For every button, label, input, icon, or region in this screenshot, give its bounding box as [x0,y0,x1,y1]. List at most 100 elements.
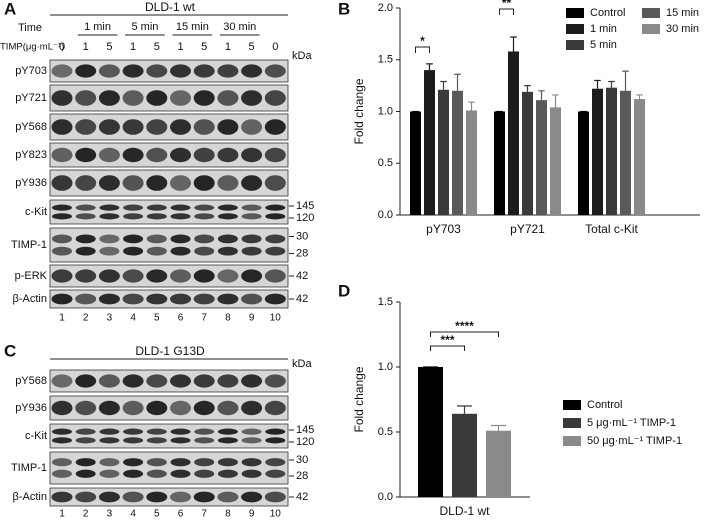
band [193,269,215,283]
band [264,90,286,106]
y-axis-label: Fold change [352,366,366,432]
band [217,400,239,416]
band [170,175,191,191]
panel-label: A [4,0,16,18]
band [217,204,238,211]
band [146,491,168,503]
panel-title: DLD-1 wt [145,0,196,14]
band [122,64,144,78]
x-tick-label: DLD-1 wt [439,504,490,518]
band [123,204,144,211]
band [194,469,215,478]
lane-number: 2 [83,509,89,520]
band [194,458,215,467]
row-label: p-ERK [15,270,48,282]
panel-label: B [338,0,350,18]
band [217,246,238,256]
dose: 1 [177,41,183,53]
band [99,428,120,435]
band [170,213,191,220]
band [265,213,286,220]
row-label: pY936 [15,402,47,414]
legend-swatch [642,24,660,34]
time-group: 15 min [176,21,209,33]
band [217,213,238,220]
band [122,147,144,163]
band [265,437,286,444]
band [265,469,286,478]
blot [49,451,289,485]
band [75,491,97,503]
dose: 5 [106,41,112,53]
band [170,119,191,135]
lane-number: 5 [154,509,160,520]
band [98,269,120,283]
bar [424,70,435,215]
error-bar [524,85,531,92]
dose: 5 [201,41,207,53]
y-tick-label: 0.5 [378,157,393,169]
band [241,469,262,478]
x-tick-label: pY721 [510,222,545,236]
band [264,374,286,388]
band [170,90,191,106]
band [170,458,191,467]
significance-bracket [430,331,499,337]
y-tick-label: 0.5 [378,426,393,438]
lane-number: 1 [59,313,65,324]
band [170,147,191,163]
band [241,293,263,305]
band [193,147,215,163]
band [75,374,97,388]
band [146,469,167,478]
band [217,458,238,467]
band [241,119,263,135]
lane-number: 5 [154,313,160,324]
marker: 28 [296,470,308,482]
band [241,147,263,163]
band [99,204,120,211]
bar [410,111,421,215]
band [241,246,262,256]
legend-swatch [566,24,584,34]
dose: 1 [83,41,89,53]
dose: 0 [272,41,278,53]
row-label: β-Actin [13,491,47,503]
band [99,246,120,256]
band [98,147,120,163]
bar [578,111,589,215]
band [194,428,215,435]
significance: **** [455,319,474,333]
error-bar [440,80,447,90]
band [241,213,262,220]
significance: ** [502,0,512,10]
band [264,491,286,503]
band [170,64,191,78]
legend-label: Control [590,7,625,19]
band [146,175,168,191]
band [241,400,263,416]
band [264,64,286,78]
band [217,269,239,283]
lane-number: 4 [130,509,136,520]
band [75,458,96,467]
band [146,213,167,220]
lane-number: 3 [107,313,113,324]
bar [466,110,477,215]
legend-label: 5 min [590,39,617,51]
band [264,175,286,191]
band [146,293,168,305]
lane-number: 6 [178,313,184,324]
band [217,90,239,106]
band [122,491,144,503]
error-bar [636,94,643,100]
band [170,469,191,478]
lane-number: 10 [270,509,282,520]
band [241,234,262,244]
band [193,374,215,388]
band [98,293,120,305]
legend-label: 1 min [590,23,617,35]
band [99,213,120,220]
band [265,246,286,256]
band [194,213,215,220]
